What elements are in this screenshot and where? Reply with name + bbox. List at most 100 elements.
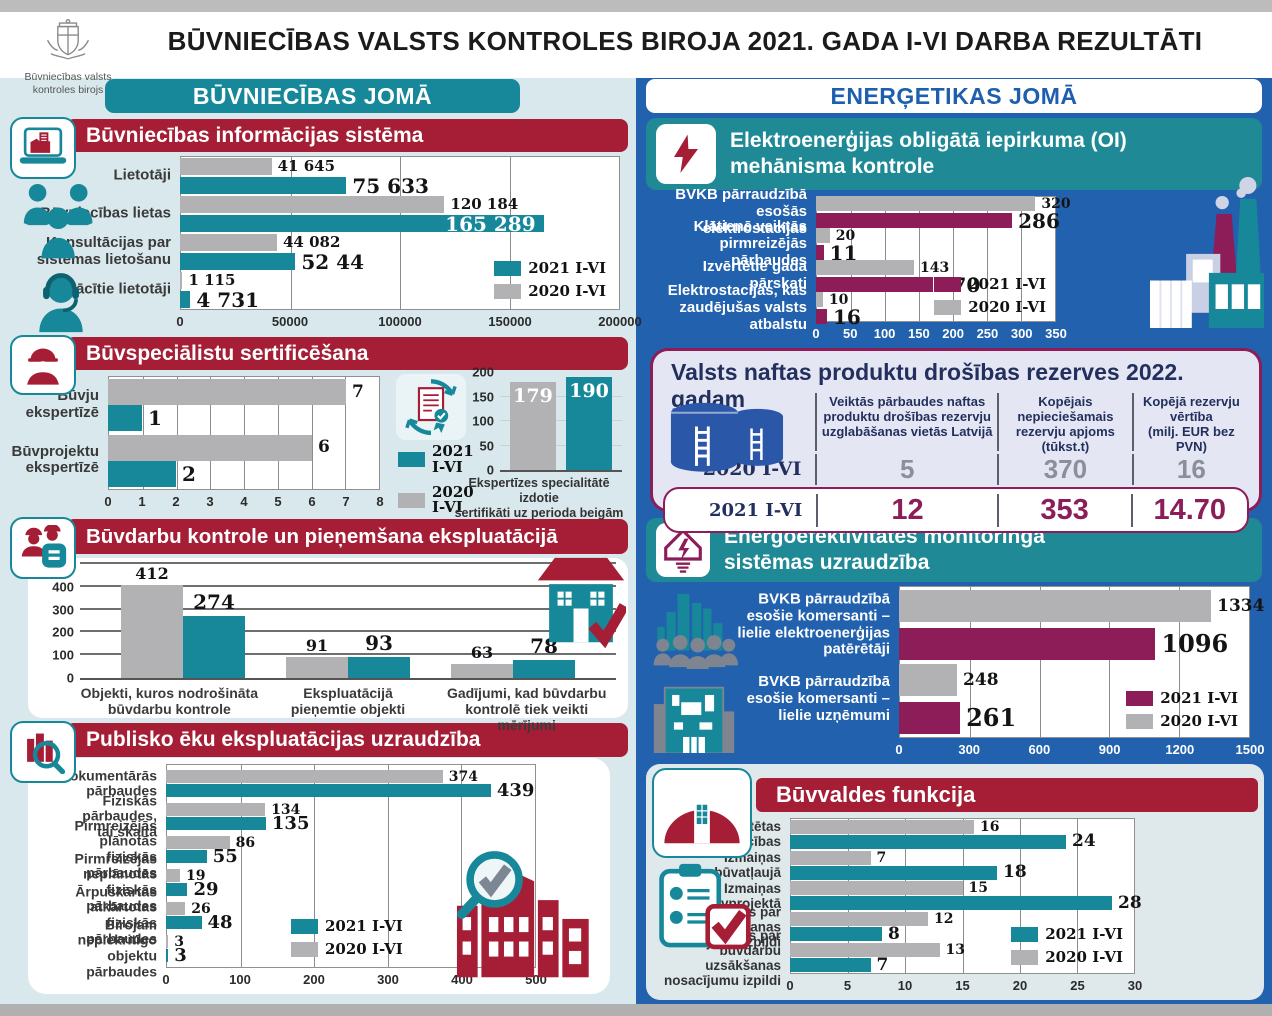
gridline (244, 377, 245, 489)
table-cell-2020: 370 (997, 453, 1132, 485)
bar-value: 274 (193, 589, 235, 614)
gridline (969, 587, 971, 737)
bar-pair: 19 29 (166, 869, 536, 898)
bar-value: 86 (235, 834, 256, 851)
gridline (290, 157, 292, 309)
legend-label: 2020 I-VI (1045, 948, 1123, 966)
coat-of-arms-icon (46, 19, 90, 60)
legend-item: 2021 I-VI (291, 917, 403, 935)
bar-2020 (166, 902, 186, 915)
table-cell-2020: 16 (1131, 453, 1249, 485)
chart-category-row: Būvprojektu ekspertīzē 6 2 (11, 434, 380, 487)
bar-2021 (790, 896, 1112, 911)
axis-tick: 0 (66, 670, 74, 686)
bis-section-iconbox (10, 117, 76, 179)
chart-category-row: Būvju ekspertīzē 7 1 (26, 379, 380, 432)
axis-tick: 0 (786, 978, 794, 993)
gridline (210, 377, 212, 489)
category-label: Pirmreizējās plānotās fiziskās pārbaudes (74, 817, 158, 881)
bar-value: 135 (271, 812, 310, 834)
bar-value: 248 (963, 669, 999, 690)
chart-category-row: BVKB pārraudzībā esošās elektrostacijas 3… (675, 186, 1071, 237)
bar-2021 (816, 309, 827, 324)
legend-label: 2020 I-VI (1160, 712, 1238, 730)
gridline (885, 197, 886, 321)
bar-line: 1096 (899, 628, 1250, 660)
buvvaldes-section-header: Būvvaldes funkcija (756, 778, 1258, 812)
oi-chart: BVKB pārraudzībā esošās elektrostacijas 3… (648, 186, 1071, 342)
category-label: Objekti, kuros nodrošināta būvdarbu kont… (80, 685, 259, 718)
logo-text: Būvniecības valsts kontroles birojs (24, 71, 112, 96)
oil-tanks-icon (670, 402, 784, 472)
bar-value: 1334 (1217, 595, 1265, 616)
legend-item: 2020 I-VI (1011, 948, 1123, 966)
axis-tick: 300 (52, 602, 74, 618)
legend-swatch (291, 941, 318, 957)
gridline (919, 197, 920, 321)
legend-item: 2020 I-VI (494, 282, 606, 300)
magnifier-buildings-icon (27, 733, 66, 775)
bar-line: 13 (790, 943, 1135, 958)
gridline (80, 653, 616, 656)
legend-swatch (1126, 690, 1154, 706)
axis-tick: 0 (176, 314, 184, 329)
bar-value: 18 (1003, 862, 1027, 883)
gridline (142, 377, 144, 489)
bar-pair: 13 7 (790, 943, 1135, 973)
legend-swatch (1011, 926, 1039, 942)
legend-item: 2021 I-VI (494, 259, 606, 277)
axis-tick: 6 (308, 494, 316, 509)
bar-line: 374 (166, 770, 536, 784)
house-check-icon (537, 557, 626, 649)
bar-2021 (166, 850, 207, 863)
buvvaldes-chart: Akceptētas būvniecības1624Izmaiņas būvat… (655, 818, 1142, 996)
bar-line: 41 645 (180, 158, 620, 175)
bar-line: 2 (108, 460, 380, 487)
bar-line: 320 (816, 196, 1071, 211)
axis-tick: 200000 (598, 314, 642, 329)
bar-2020 (108, 379, 346, 406)
bar-line: 11 (816, 243, 1056, 263)
bar-2021 (108, 460, 176, 487)
bar-2020 (166, 869, 181, 882)
bar-line: 7 (790, 850, 1135, 865)
axis-tick: 300 (377, 972, 399, 987)
axis-tick: 100 (229, 972, 251, 987)
bar-pair: 1 115 4 731 (180, 272, 620, 310)
axis-tick: 2 (172, 494, 180, 509)
legend-swatch-2020 (398, 492, 425, 508)
legend-label: 2021 I-VI (1045, 925, 1123, 943)
bar-value: 261 (966, 703, 1017, 732)
axis-tick: 100000 (378, 314, 422, 329)
legend-swatch (1011, 949, 1039, 965)
bar-line: 19 (166, 869, 536, 883)
bar-line: 86 (166, 834, 536, 851)
bar-line: 1334 (899, 590, 1264, 622)
bar-line: 135 (166, 812, 536, 834)
bar-2020 (166, 836, 230, 849)
axis-tick: 5 (274, 494, 282, 509)
bar-pair: 320 286 (816, 196, 1071, 231)
bar-2020 (899, 590, 1212, 622)
bar-line: 8 (790, 925, 1135, 942)
bar-value: 26 (191, 900, 211, 917)
certificate-seal-icon (405, 379, 457, 435)
bottom-strip (0, 1004, 1272, 1016)
category-label: Atzīmes par būvdarbu uzsākšanas nosacīju… (663, 927, 781, 988)
category-label: Birojam nepiekritīgo objektu pārbaudes (77, 916, 157, 980)
axis-tick: 7 (342, 494, 350, 509)
category-label: Klātienē veiktās pirmreizējās pārbaudes (693, 217, 807, 269)
bar-line: 15 (790, 881, 1135, 896)
gridline (1021, 197, 1022, 321)
chart-rows: Akceptētas būvniecības1624Izmaiņas būvat… (664, 818, 1142, 988)
bar-2020 (816, 292, 823, 307)
bar-pair: 12 8 (790, 912, 1135, 942)
legend-swatch (934, 276, 962, 292)
chart-legend: 2021 I-VI 2020 I-VI (934, 275, 1046, 316)
gridline (400, 157, 401, 309)
gridline (80, 630, 616, 633)
factory-chimneys-icon (1150, 176, 1264, 328)
legend-item: 2021 I-VI (934, 275, 1046, 293)
energy-domain-pill: ENERĢETIKAS JOMĀ (646, 79, 1262, 113)
